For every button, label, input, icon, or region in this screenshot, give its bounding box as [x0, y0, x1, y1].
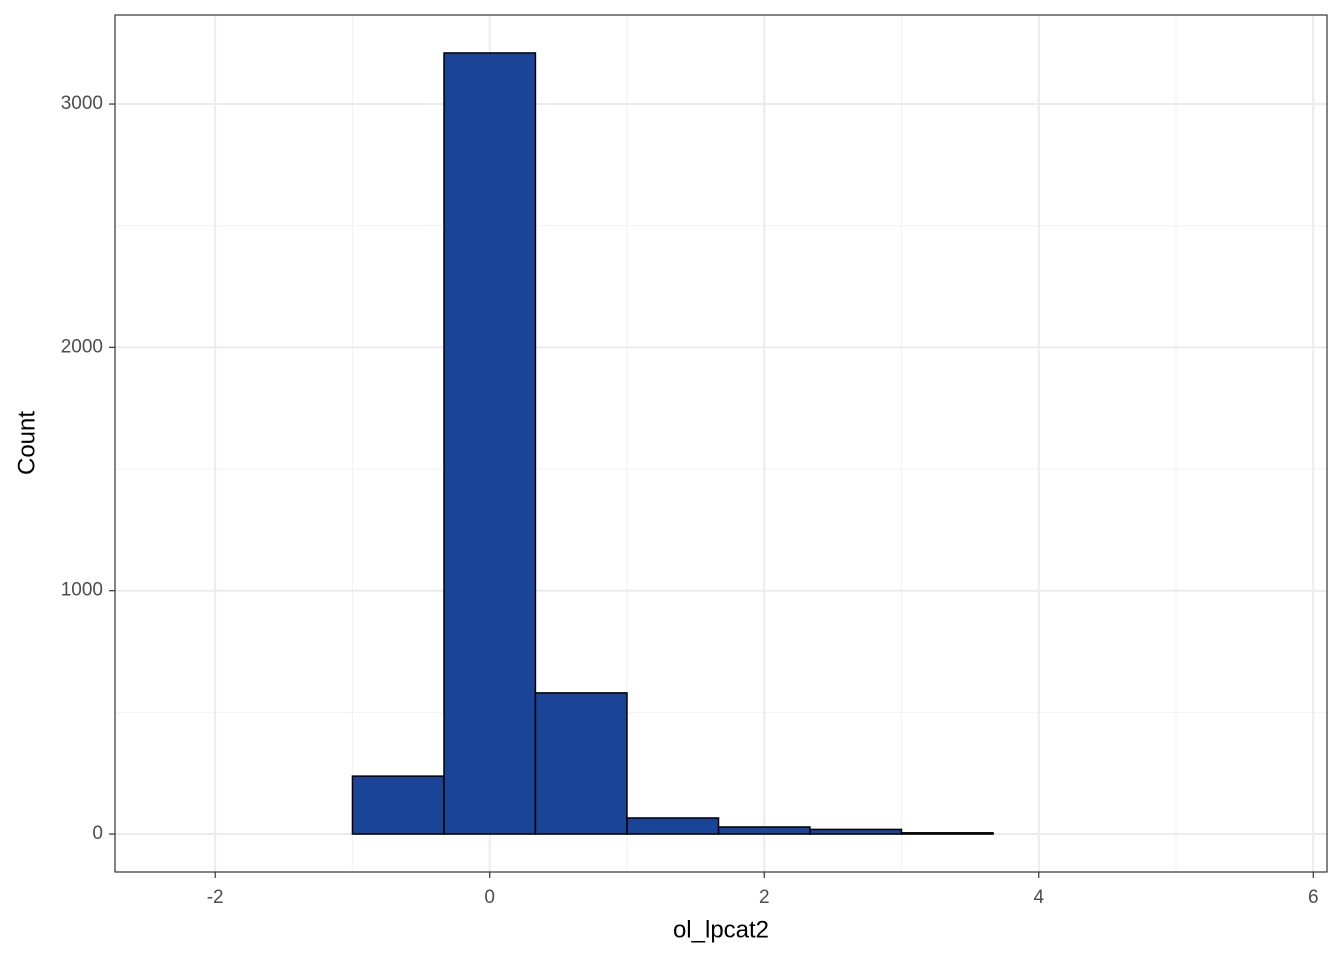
y-tick-label: 3000 [61, 93, 103, 114]
y-tick-label: 1000 [61, 580, 103, 601]
bar [443, 52, 537, 835]
bar [626, 817, 720, 835]
bars [351, 52, 994, 835]
y-axis-title: Count [13, 411, 40, 475]
bar [351, 775, 445, 835]
panel-border [114, 14, 1328, 873]
y-tick-label: 0 [92, 823, 103, 844]
bar [717, 826, 811, 835]
x-tick-label: 0 [484, 887, 495, 908]
x-axis-title: ol_lpcat2 [673, 916, 769, 943]
y-tick-label: 2000 [61, 336, 103, 357]
axes: -2 0 2 4 6 0 1000 2000 3000 [61, 93, 1319, 908]
x-tick-label: 4 [1033, 887, 1044, 908]
x-tick-label: -2 [207, 887, 224, 908]
bar [534, 692, 628, 835]
bar [900, 832, 994, 835]
bar [809, 828, 903, 835]
x-tick-label: 2 [759, 887, 770, 908]
x-tick-label: 6 [1308, 887, 1319, 908]
